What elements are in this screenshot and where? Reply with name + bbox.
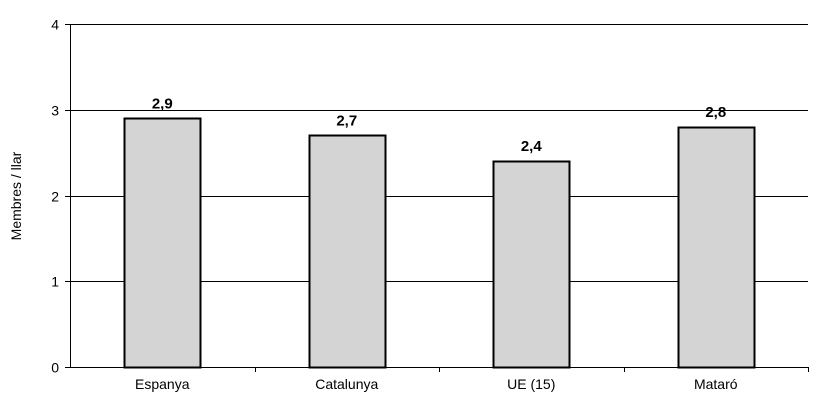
y-axis-title: Membres / llar — [8, 151, 24, 240]
category-label: Espanya — [135, 376, 190, 392]
axes — [65, 24, 809, 372]
y-tick-label: 0 — [51, 360, 59, 376]
data-label: 2,9 — [152, 95, 173, 112]
data-label: 2,8 — [705, 104, 726, 121]
bar-4 — [677, 126, 756, 369]
y-tick-labels: 0 1 2 3 4 — [51, 17, 59, 376]
y-tick-label: 2 — [51, 189, 59, 205]
data-labels: 2,9 2,7 2,4 2,8 — [152, 95, 726, 155]
category-label: Mataró — [694, 376, 738, 392]
bar-1 — [123, 117, 202, 369]
y-tick-label: 3 — [51, 103, 59, 119]
category-label: Catalunya — [315, 376, 378, 392]
y-tick-label: 1 — [51, 274, 59, 290]
category-labels: Espanya Catalunya UE (15) Mataró — [135, 376, 738, 392]
bar-2 — [308, 134, 387, 369]
data-label: 2,4 — [521, 138, 543, 155]
y-tick-label: 4 — [51, 17, 59, 33]
bars — [123, 117, 756, 369]
data-label: 2,7 — [336, 112, 357, 129]
category-label: UE (15) — [507, 376, 555, 392]
bar-3 — [492, 160, 571, 369]
